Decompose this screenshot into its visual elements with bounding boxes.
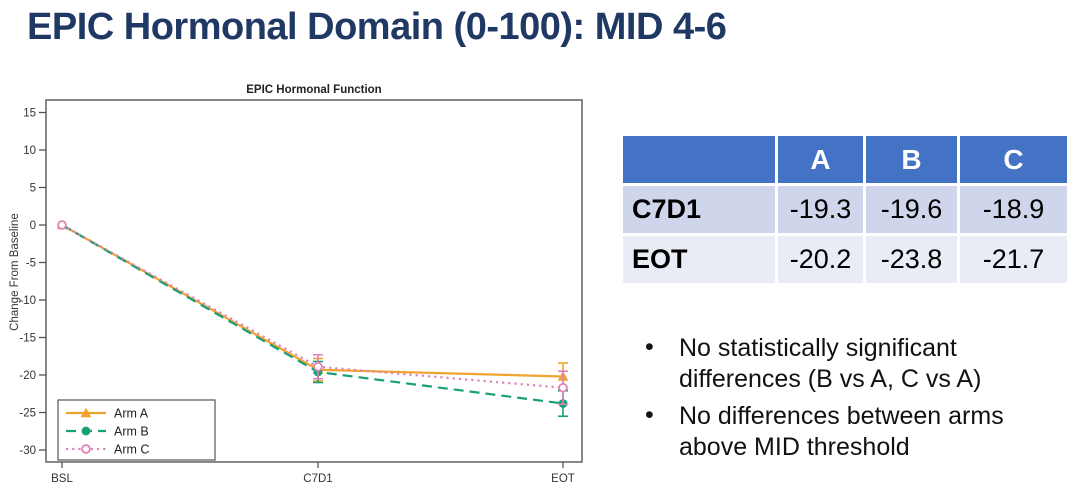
y-axis-tick-label: -30 — [19, 445, 36, 457]
chart-title: EPIC Hormonal Function — [246, 84, 381, 96]
data-point-marker — [313, 361, 323, 372]
data-point-marker — [558, 382, 568, 393]
cell-c7d1-a: -19.3 — [775, 183, 866, 236]
row-label-eot: EOT — [620, 233, 778, 286]
x-axis-tick-label: EOT — [551, 473, 575, 485]
cell-c7d1-c: -18.9 — [957, 183, 1070, 236]
y-axis-tick-label: -10 — [19, 295, 36, 307]
chart-svg: EPIC Hormonal Function 15 10 5 0 -5 -10 -15 -20 -… — [9, 84, 583, 485]
cell-c7d1-b: -19.6 — [863, 183, 960, 236]
table-row: EOT -20.2 -23.8 -21.7 — [620, 233, 1070, 286]
legend: Arm A Arm B Arm C — [57, 399, 216, 461]
series-arm-b — [57, 220, 568, 418]
table-row: C7D1 -19.3 -19.6 -18.9 — [620, 183, 1070, 236]
series-line-arm-c — [61, 224, 564, 389]
plot-border — [45, 99, 583, 463]
series-line-arm-b — [61, 224, 564, 405]
cell-eot-c: -21.7 — [957, 233, 1070, 286]
y-axis-tick-label: -15 — [19, 333, 36, 345]
y-axis-tick-label: -5 — [26, 258, 36, 270]
data-point-marker — [81, 426, 91, 436]
data-point-marker — [81, 444, 91, 454]
cell-eot-a: -20.2 — [775, 233, 866, 286]
cell-eot-b: -23.8 — [863, 233, 960, 286]
x-axis-tick-label: C7D1 — [303, 473, 332, 485]
x-axis-tick-label: BSL — [51, 473, 73, 485]
bullet-item: No differences between arms above MID th… — [637, 400, 1075, 462]
table-header-a: A — [775, 133, 866, 186]
y-axis-title: Change From Baseline — [9, 213, 21, 331]
series-line-arm-a — [61, 224, 564, 378]
y-axis-tick-label: -20 — [19, 370, 36, 382]
legend-label-arm-a: Arm A — [114, 407, 149, 421]
table-header-c: C — [957, 133, 1070, 186]
y-axis-tick-label: 15 — [23, 108, 36, 120]
table-header-row: A B C — [620, 133, 1070, 186]
series-arm-c — [57, 220, 568, 406]
bullet-item: No statistically significant differences… — [637, 332, 1075, 394]
chart-epic-hormonal-function: EPIC Hormonal Function 15 10 5 0 -5 -10 -15 -20 -… — [8, 82, 598, 492]
y-axis-tick-label: -25 — [19, 408, 36, 420]
data-point-marker — [80, 407, 92, 418]
y-axis-tick-label: 10 — [23, 145, 36, 157]
y-axis-tick-label: 5 — [30, 183, 36, 195]
bullet-list: No statistically significant differences… — [637, 332, 1075, 469]
table-corner-cell — [620, 133, 778, 186]
results-table: A B C C7D1 -19.3 -19.6 -18.9 EOT -20.2 -… — [620, 133, 1070, 286]
row-label-c7d1: C7D1 — [620, 183, 778, 236]
legend-label-arm-c: Arm C — [114, 443, 149, 457]
legend-label-arm-b: Arm B — [114, 425, 149, 439]
y-axis-tick-label: 0 — [30, 220, 36, 232]
table-header-b: B — [863, 133, 960, 186]
data-point-marker — [57, 220, 67, 230]
page-title: EPIC Hormonal Domain (0-100): MID 4-6 — [27, 6, 727, 48]
